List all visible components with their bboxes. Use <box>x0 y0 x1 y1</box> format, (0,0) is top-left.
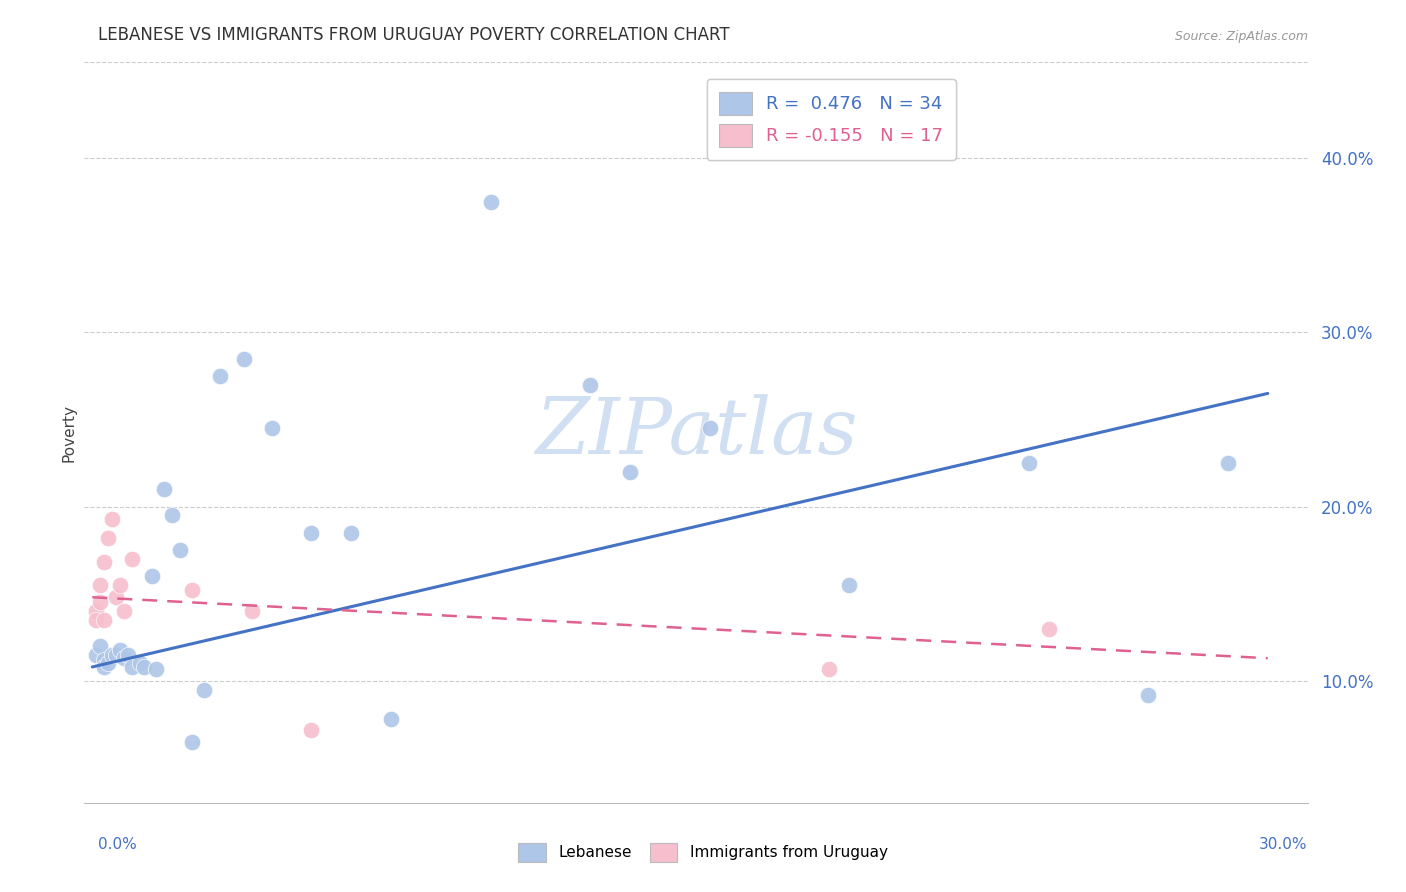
Point <box>579 377 602 392</box>
Point <box>153 482 176 496</box>
Point <box>160 508 183 523</box>
Point <box>93 660 115 674</box>
Point <box>380 712 402 726</box>
Point <box>169 543 191 558</box>
Y-axis label: Poverty: Poverty <box>60 403 76 462</box>
Point <box>181 583 204 598</box>
Point <box>129 657 152 671</box>
Point <box>112 604 135 618</box>
Point <box>110 578 132 592</box>
Point <box>232 351 254 366</box>
Point <box>619 465 641 479</box>
Point <box>105 591 128 605</box>
Point <box>97 657 120 671</box>
Point <box>301 723 323 737</box>
Point <box>193 682 215 697</box>
Text: Source: ZipAtlas.com: Source: ZipAtlas.com <box>1174 30 1308 43</box>
Legend: Lebanese, Immigrants from Uruguay: Lebanese, Immigrants from Uruguay <box>512 837 894 868</box>
Point <box>89 578 111 592</box>
Point <box>117 648 139 662</box>
Legend: R =  0.476   N = 34, R = -0.155   N = 17: R = 0.476 N = 34, R = -0.155 N = 17 <box>707 78 956 160</box>
Point <box>101 648 124 662</box>
Point <box>838 578 860 592</box>
Point <box>479 194 502 209</box>
Point <box>208 369 231 384</box>
Point <box>112 651 135 665</box>
Point <box>260 421 283 435</box>
Point <box>301 525 323 540</box>
Text: 0.0%: 0.0% <box>98 838 138 852</box>
Point <box>141 569 163 583</box>
Point <box>145 662 167 676</box>
Point <box>340 525 363 540</box>
Text: ZIPatlas: ZIPatlas <box>534 394 858 471</box>
Point <box>89 595 111 609</box>
Point <box>86 604 108 618</box>
Point <box>1216 456 1239 470</box>
Point <box>93 555 115 569</box>
Point <box>101 512 124 526</box>
Text: 30.0%: 30.0% <box>1260 838 1308 852</box>
Point <box>93 653 115 667</box>
Point <box>1018 456 1040 470</box>
Point <box>240 604 263 618</box>
Point <box>1038 622 1060 636</box>
Point <box>110 642 132 657</box>
Point <box>121 552 143 566</box>
Point <box>89 639 111 653</box>
Point <box>86 648 108 662</box>
Point <box>1137 688 1160 702</box>
Point <box>97 531 120 545</box>
Point <box>93 613 115 627</box>
Point <box>86 613 108 627</box>
Point <box>181 735 204 749</box>
Point <box>699 421 721 435</box>
Point <box>818 662 841 676</box>
Text: LEBANESE VS IMMIGRANTS FROM URUGUAY POVERTY CORRELATION CHART: LEBANESE VS IMMIGRANTS FROM URUGUAY POVE… <box>98 26 730 44</box>
Point <box>121 660 143 674</box>
Point <box>105 648 128 662</box>
Point <box>134 660 156 674</box>
